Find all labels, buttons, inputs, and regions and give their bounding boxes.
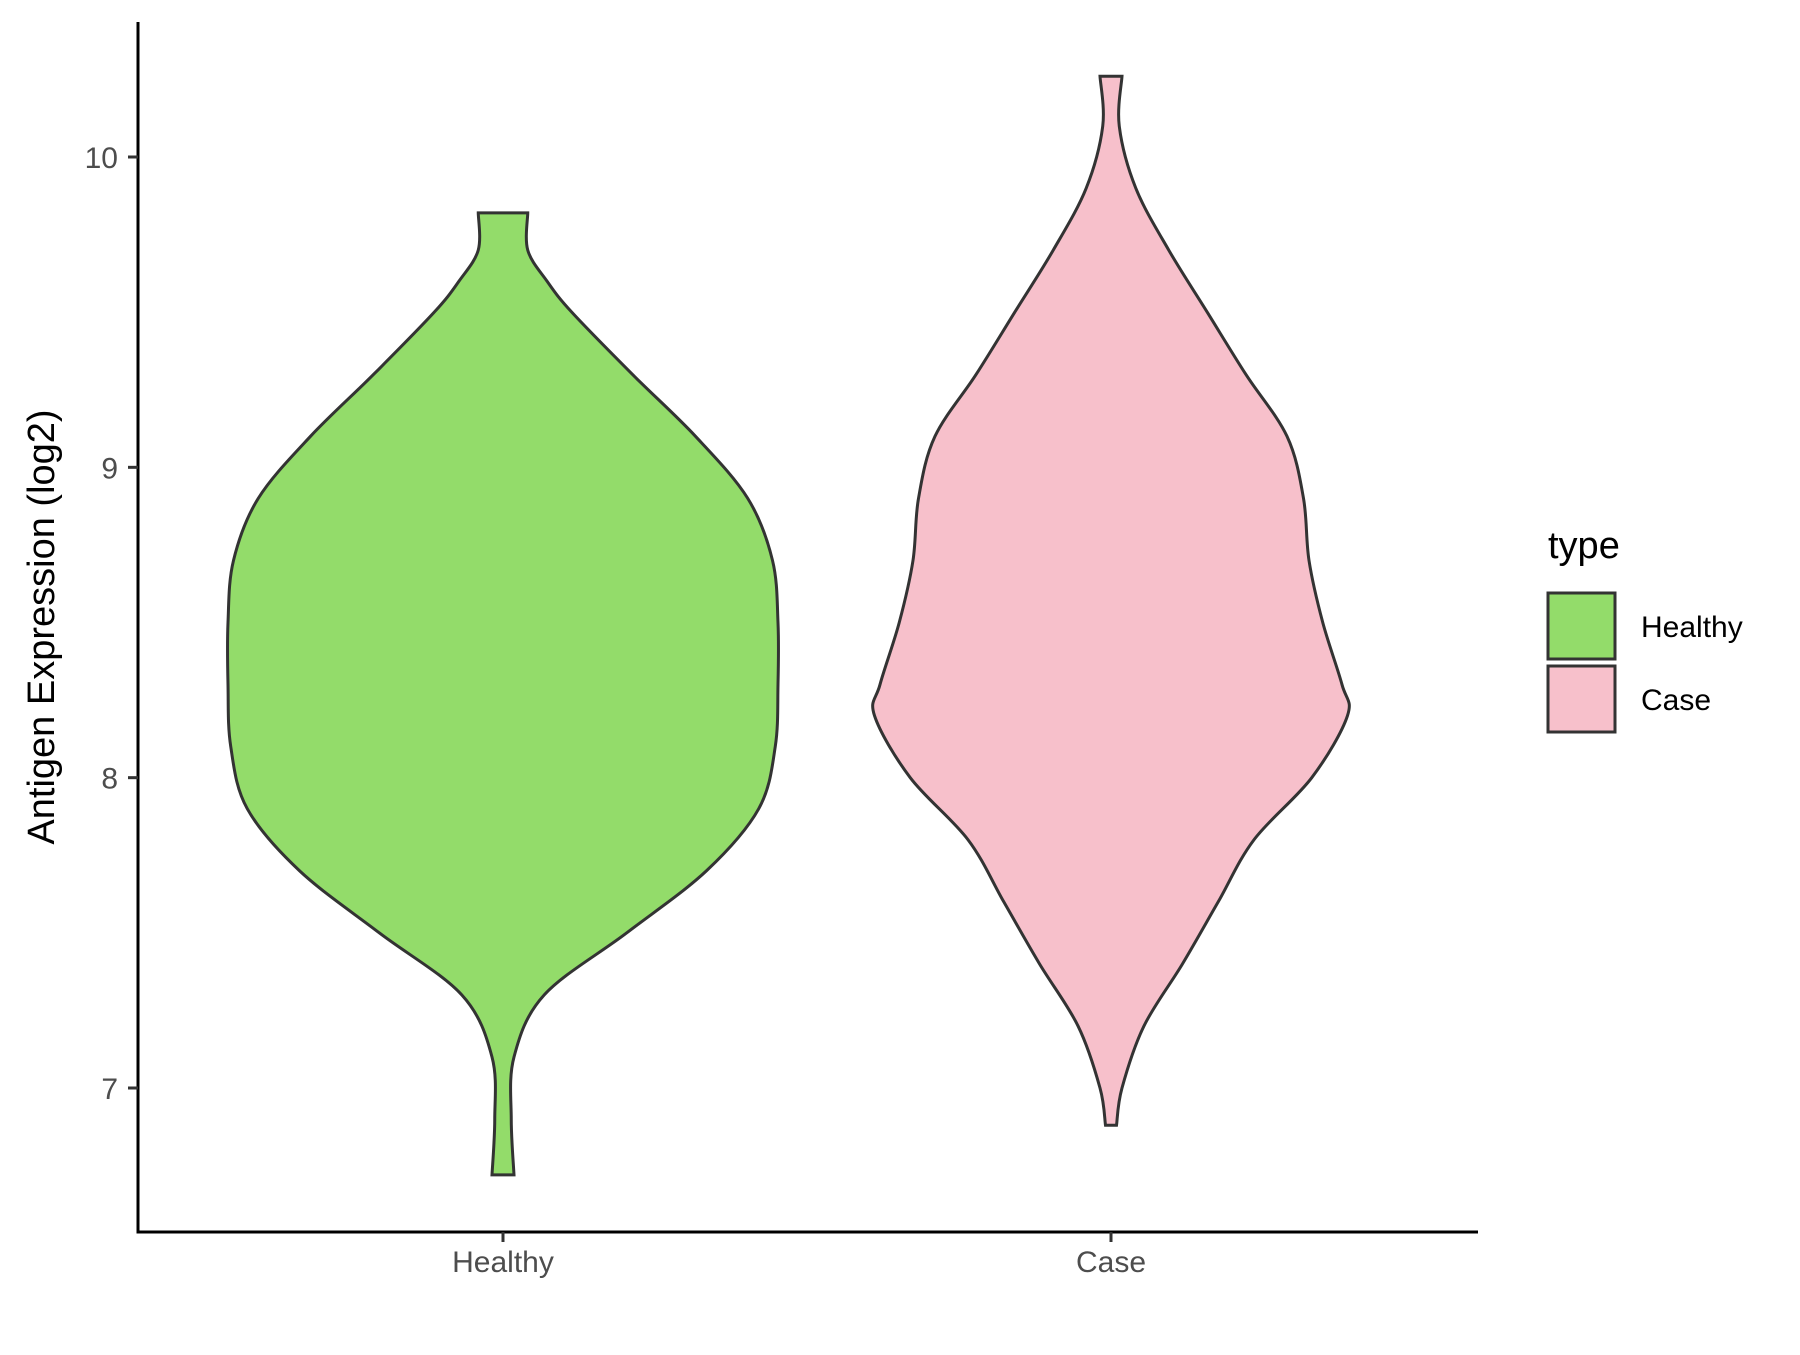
violin-case bbox=[871, 74, 1351, 1127]
y-tick-label: 10 bbox=[85, 142, 118, 175]
x-tick-label: Case bbox=[1076, 1246, 1146, 1279]
legend-title: type bbox=[1548, 525, 1620, 567]
y-ticks: 7 8 9 10 bbox=[85, 142, 138, 1106]
y-axis-title: Antigen Expression (log2) bbox=[21, 409, 63, 844]
y-tick-label: 9 bbox=[101, 452, 118, 485]
legend-swatch-case bbox=[1546, 664, 1617, 734]
x-ticks: Healthy Case bbox=[452, 1232, 1146, 1279]
violins-layer bbox=[225, 74, 1351, 1177]
axes-layer bbox=[136, 22, 1478, 1234]
legend-label-case: Case bbox=[1641, 684, 1711, 717]
legend: type Healthy Case bbox=[1546, 525, 1743, 734]
violin-healthy bbox=[225, 211, 781, 1177]
y-tick-label: 8 bbox=[101, 763, 118, 796]
legend-label-healthy: Healthy bbox=[1641, 611, 1743, 644]
legend-swatch-healthy bbox=[1546, 591, 1617, 661]
x-tick-label: Healthy bbox=[452, 1246, 554, 1279]
y-tick-label: 7 bbox=[101, 1073, 118, 1106]
